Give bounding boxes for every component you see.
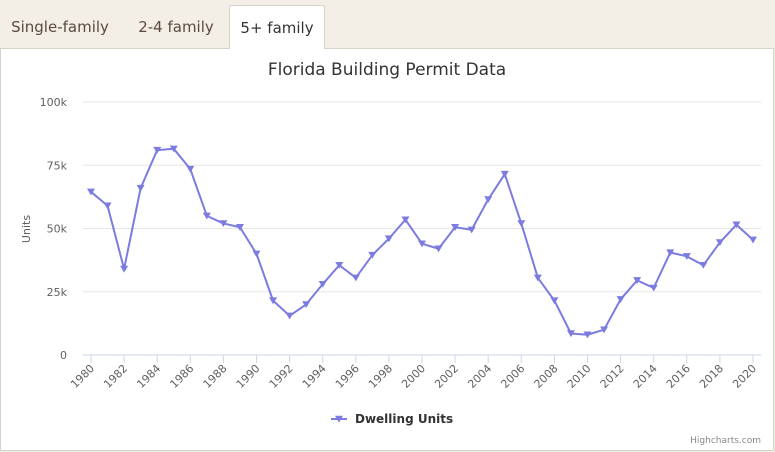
data-point[interactable] <box>451 224 460 231</box>
legend-marker-icon <box>335 415 343 423</box>
x-tick-label: 1994 <box>300 362 329 391</box>
x-axis: 1980 1982 1984 1986 1988 1990 1992 1994 1996 1998… <box>68 355 759 391</box>
x-tick-label: 1992 <box>267 362 296 391</box>
x-tick-label: 1988 <box>201 362 230 391</box>
y-tick-label: 25k <box>47 286 68 299</box>
y-tick-label: 100k <box>40 96 68 109</box>
x-tick-label: 2008 <box>532 362 561 391</box>
y-tick-label: 75k <box>47 159 68 172</box>
data-point[interactable] <box>583 331 592 339</box>
x-tick-label: 2012 <box>598 362 627 391</box>
data-point[interactable] <box>219 220 228 228</box>
series-dwelling-units[interactable] <box>87 145 757 339</box>
data-point[interactable] <box>699 261 708 269</box>
data-point[interactable] <box>368 251 377 259</box>
x-tick-label: 1990 <box>234 362 263 391</box>
data-point[interactable] <box>103 202 112 210</box>
line-chart: Florida Building Permit Data 0 25k 50k 75k 1… <box>20 60 761 446</box>
data-point[interactable] <box>235 224 244 231</box>
x-tick-label: 1998 <box>366 362 395 391</box>
data-point[interactable] <box>335 261 344 269</box>
data-point[interactable] <box>351 274 360 282</box>
tab-single-family[interactable]: Single-family <box>11 18 109 36</box>
data-point[interactable] <box>484 196 493 204</box>
data-point[interactable] <box>600 326 609 334</box>
x-tick-label: 1982 <box>101 362 130 391</box>
data-point[interactable] <box>749 236 757 244</box>
data-point[interactable] <box>136 184 145 192</box>
data-point[interactable] <box>252 250 261 258</box>
grid-lines <box>83 101 761 356</box>
legend[interactable]: Dwelling Units <box>331 412 453 426</box>
data-point[interactable] <box>616 296 625 303</box>
y-axis: 0 25k 50k 75k 100k <box>40 96 68 362</box>
x-tick-label: 2016 <box>664 362 693 391</box>
tab-5-plus-family[interactable]: 5+ family <box>229 5 325 49</box>
x-tick-label: 1984 <box>134 362 163 391</box>
x-tick-label: 2000 <box>399 362 428 391</box>
y-tick-label: 50k <box>47 223 68 236</box>
data-point[interactable] <box>120 265 129 273</box>
data-point[interactable] <box>666 249 675 257</box>
data-point[interactable] <box>715 239 724 247</box>
x-tick-label: 2006 <box>498 362 527 391</box>
data-point[interactable] <box>285 312 294 320</box>
chart-title: Florida Building Permit Data <box>268 60 506 80</box>
legend-label[interactable]: Dwelling Units <box>355 412 453 426</box>
x-tick-label: 2014 <box>631 362 660 391</box>
data-point[interactable] <box>401 216 410 224</box>
data-point[interactable] <box>153 146 162 154</box>
data-point[interactable] <box>550 297 559 305</box>
data-point[interactable] <box>318 280 327 288</box>
tab-2-4-family[interactable]: 2-4 family <box>138 18 214 36</box>
data-point[interactable] <box>649 284 658 292</box>
data-point[interactable] <box>682 253 691 260</box>
data-point[interactable] <box>633 277 642 284</box>
data-point[interactable] <box>467 226 476 234</box>
y-axis-label: Units <box>20 215 33 243</box>
x-tick-label: 2010 <box>565 362 594 391</box>
data-point[interactable] <box>87 188 95 196</box>
x-tick-label: 1996 <box>333 362 362 391</box>
x-tick-label: 2018 <box>697 362 726 391</box>
data-point[interactable] <box>732 221 741 229</box>
tab-bar: Single-family 2-4 family 5+ family <box>0 0 775 49</box>
chart-panel: Florida Building Permit Data 0 25k 50k 75k 1… <box>0 48 774 451</box>
data-point[interactable] <box>186 165 195 173</box>
x-tick-label: 2020 <box>730 362 759 391</box>
data-point[interactable] <box>202 212 211 220</box>
data-point[interactable] <box>500 170 509 178</box>
y-tick-label: 0 <box>60 349 67 362</box>
x-tick-label: 1986 <box>167 362 196 391</box>
x-tick-label: 1980 <box>68 362 97 391</box>
x-tick-label: 2004 <box>465 362 494 391</box>
data-point[interactable] <box>418 240 426 248</box>
data-point[interactable] <box>517 220 526 228</box>
credits-link[interactable]: Highcharts.com <box>690 436 761 446</box>
data-point[interactable] <box>434 245 443 253</box>
data-point[interactable] <box>384 235 393 243</box>
data-point[interactable] <box>533 274 542 282</box>
x-tick-label: 2002 <box>432 362 461 391</box>
data-point[interactable] <box>302 301 311 308</box>
data-point[interactable] <box>566 330 575 338</box>
data-point[interactable] <box>169 145 178 153</box>
data-point[interactable] <box>269 297 278 305</box>
